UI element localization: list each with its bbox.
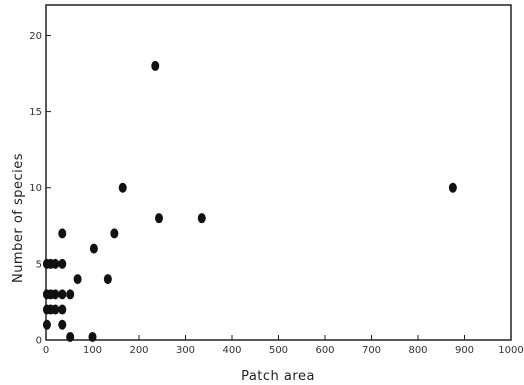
plot-area-frame bbox=[45, 4, 512, 341]
data-point bbox=[58, 319, 67, 330]
data-point bbox=[58, 258, 67, 269]
y-tick-label: 5 bbox=[36, 259, 42, 270]
data-point bbox=[51, 304, 60, 315]
y-axis-label: Number of species bbox=[11, 153, 26, 283]
data-point bbox=[154, 213, 163, 224]
y-tick-label: 15 bbox=[29, 107, 42, 118]
data-point bbox=[58, 228, 67, 239]
data-point bbox=[151, 60, 160, 71]
x-tick-label: 400 bbox=[222, 345, 241, 356]
x-tick-label: 1000 bbox=[498, 345, 523, 356]
data-point bbox=[103, 274, 112, 285]
x-tick-label: 900 bbox=[455, 345, 474, 356]
data-point bbox=[66, 331, 75, 342]
x-tick-label: 700 bbox=[362, 345, 381, 356]
x-tick-label: 100 bbox=[83, 345, 102, 356]
data-point bbox=[51, 289, 60, 300]
x-axis-ticks: 0 100 200 300 400 500 600 700 800 900 1000 bbox=[43, 335, 524, 356]
data-point bbox=[51, 258, 60, 269]
data-point bbox=[58, 289, 67, 300]
data-point bbox=[448, 182, 457, 193]
x-tick-label: 600 bbox=[315, 345, 334, 356]
data-point bbox=[42, 319, 51, 330]
x-tick-label: 0 bbox=[43, 345, 49, 356]
x-tick-label: 800 bbox=[408, 345, 427, 356]
x-axis-label: Patch area bbox=[241, 369, 315, 384]
data-point bbox=[89, 243, 98, 254]
y-tick-label: 20 bbox=[29, 31, 42, 42]
data-point bbox=[118, 182, 127, 193]
data-point bbox=[73, 274, 82, 285]
data-point bbox=[197, 213, 206, 224]
data-points bbox=[42, 60, 457, 342]
data-point bbox=[110, 228, 119, 239]
x-tick-label: 200 bbox=[129, 345, 148, 356]
data-point bbox=[58, 304, 67, 315]
data-point bbox=[88, 331, 97, 342]
y-tick-label: 10 bbox=[29, 183, 42, 194]
x-tick-label: 500 bbox=[269, 345, 288, 356]
x-tick-label: 300 bbox=[176, 345, 195, 356]
data-point bbox=[66, 289, 75, 300]
y-tick-label: 0 bbox=[36, 336, 42, 347]
